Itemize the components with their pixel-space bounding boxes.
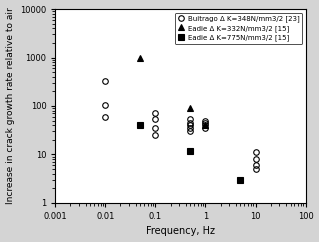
Legend: Buitrago Δ K=348N/mm3/2 [23], Eadie Δ K=332N/mm3/2 [15], Eadie Δ K=775N/mm3/2 [1: Buitrago Δ K=348N/mm3/2 [23], Eadie Δ K=… — [175, 13, 302, 44]
Y-axis label: Increase in crack growth rate relative to air: Increase in crack growth rate relative t… — [5, 8, 15, 204]
X-axis label: Frequency, Hz: Frequency, Hz — [146, 227, 215, 236]
